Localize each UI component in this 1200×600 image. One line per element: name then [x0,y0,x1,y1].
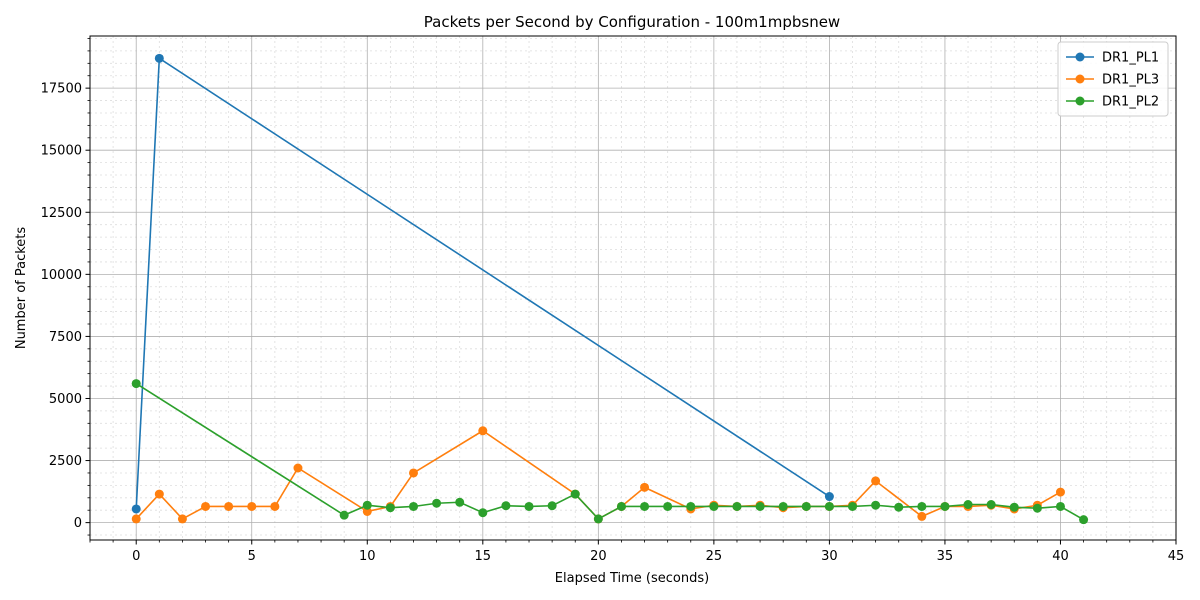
x-axis-label: Elapsed Time (seconds) [555,571,709,586]
data-point [732,501,742,511]
data-point [917,511,927,521]
data-point [408,501,418,511]
x-tick-label: 45 [1168,549,1185,564]
data-point [478,426,488,436]
data-point [871,500,881,510]
series-dr1-pl2 [131,379,1089,525]
data-point [663,501,673,511]
x-tick-label: 30 [821,549,838,564]
data-point [871,476,881,486]
x-tick-label: 40 [1052,549,1069,564]
chart-title: Packets per Second by Configuration - 10… [424,13,840,31]
x-tick-label: 10 [359,549,376,564]
data-point [640,501,650,511]
data-point [131,504,141,514]
y-tick-label: 15000 [41,144,82,159]
minor-grid [89,36,1176,540]
data-point [1055,487,1065,497]
data-point [501,501,511,511]
y-axis-label: Number of Packets [14,227,29,350]
legend-swatch-marker [1075,52,1085,62]
x-tick-label: 35 [937,549,954,564]
data-point [1079,515,1089,525]
legend-label: DR1_PL1 [1102,51,1159,66]
data-point [755,501,765,511]
data-point [963,499,973,509]
x-tick-label: 5 [248,549,256,564]
data-point [131,379,141,389]
y-tick-label: 10000 [41,268,82,283]
data-point [224,501,234,511]
data-point [154,489,164,499]
data-point [524,501,534,511]
data-point [824,501,834,511]
data-point [432,498,442,508]
data-point [455,497,465,507]
legend-swatch-marker [1075,96,1085,106]
series-dr1-pl1 [131,53,834,514]
series-layer [131,53,1089,525]
data-point [131,514,141,524]
data-point [640,482,650,492]
data-point [686,501,696,511]
data-point [801,501,811,511]
data-point [478,508,488,518]
data-point [1009,502,1019,512]
data-point [917,501,927,511]
data-point [339,510,349,520]
legend-item: DR1_PL2 [1066,95,1159,110]
data-point [1032,503,1042,513]
y-tick-label: 0 [74,516,82,531]
data-point [824,492,834,502]
y-tick-label: 17500 [41,82,82,97]
legend-swatch-marker [1075,74,1085,84]
y-tick-label: 12500 [41,206,82,221]
legend: DR1_PL1 DR1_PL3 DR1_PL2 [1057,41,1169,117]
axis-ticks: 0 5 10 15 20 25 30 35 40 45 0 2500 5000 7500 10000 1250… [41,38,1185,564]
y-tick-label: 5000 [49,392,82,407]
data-point [848,501,858,511]
legend-box [1057,41,1169,117]
data-point [1055,501,1065,511]
data-point [362,500,372,510]
plot-area-frame [89,35,1177,541]
data-point [201,501,211,511]
data-point [408,468,418,478]
data-point [570,489,580,499]
legend-label: DR1_PL2 [1102,95,1159,110]
x-tick-label: 25 [706,549,723,564]
data-point [894,502,904,512]
data-point [778,501,788,511]
y-tick-label: 7500 [49,330,82,345]
x-tick-label: 20 [590,549,607,564]
data-point [247,501,257,511]
x-tick-label: 15 [475,549,492,564]
data-point [986,499,996,509]
legend-label: DR1_PL3 [1102,73,1159,88]
major-grid [90,36,1177,540]
data-point [177,514,187,524]
data-point [293,463,303,473]
data-point [593,514,603,524]
data-point [709,501,719,511]
y-tick-label: 2500 [49,454,82,469]
data-point [154,53,164,63]
legend-item: DR1_PL1 [1066,51,1159,66]
data-point [940,501,950,511]
data-point [362,506,372,516]
legend-item: DR1_PL3 [1066,73,1159,88]
series-line [135,382,1084,521]
data-point [616,501,626,511]
data-point [547,501,557,511]
x-tick-label: 0 [132,549,140,564]
data-point [270,501,280,511]
data-point [385,503,395,513]
